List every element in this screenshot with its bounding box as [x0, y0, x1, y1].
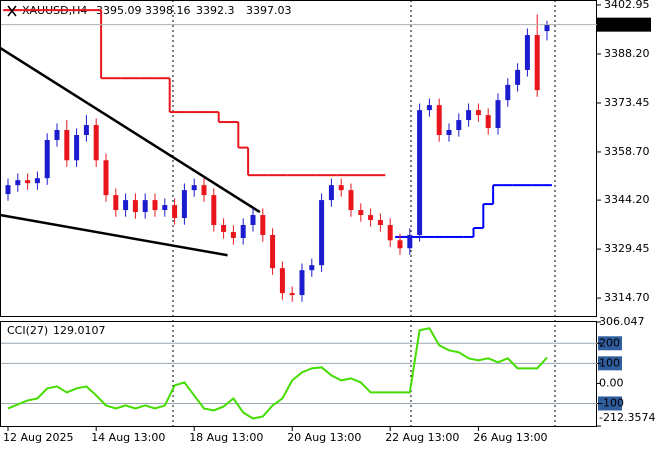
candle-body [172, 205, 178, 219]
cci-line [7, 327, 548, 420]
candle-body [495, 100, 501, 129]
x-tick-label: 18 Aug 13:00 [189, 431, 263, 444]
candle-body [25, 180, 31, 184]
candle-body [201, 185, 207, 196]
y-tick-label: 200 [599, 336, 620, 349]
candle-body [524, 35, 530, 70]
candle-body [279, 268, 285, 294]
candle-body [64, 130, 70, 161]
candle-body [191, 185, 197, 191]
y-tick-label: 0.00 [599, 376, 624, 389]
candle-body [436, 105, 442, 136]
candle-body [260, 215, 266, 235]
candle-body [230, 231, 236, 238]
low-value: 3392.3 [196, 4, 235, 17]
symbol-icon [7, 5, 17, 17]
candle-body [240, 225, 246, 238]
cci-panel [0, 321, 597, 427]
candle-body [348, 190, 354, 211]
candle-body [142, 200, 148, 213]
candle-body [377, 220, 383, 226]
x-tick-label: 22 Aug 13:00 [385, 431, 459, 444]
high-value: 3398.16 [145, 4, 191, 17]
candle-body [309, 265, 315, 271]
y-tick-label: 3314.70 [604, 291, 650, 304]
candle-body [113, 195, 119, 211]
y-tick-label: -100 [599, 396, 624, 409]
candle-body [485, 115, 491, 129]
price-panel [0, 0, 597, 317]
cci-value: 129.0107 [53, 324, 106, 337]
level-label-bg [598, 356, 622, 371]
y-tick-label: 3388.20 [604, 47, 650, 60]
candle-body [407, 234, 413, 249]
last-price-bg [597, 17, 651, 32]
candle-body [103, 160, 109, 196]
y-tick-label: 100 [599, 356, 620, 369]
candle-body [368, 215, 374, 221]
candle-body [74, 135, 80, 161]
level-label-bg [598, 336, 622, 351]
last-price-label: 3397.03 [600, 18, 646, 31]
trendline [0, 46, 261, 214]
candle-body [505, 84, 511, 101]
y-tick-label: -212.3574 [599, 411, 655, 424]
candle-body [15, 180, 21, 186]
candle-body [5, 185, 11, 195]
candle-body [162, 205, 168, 211]
candle-body [211, 195, 217, 226]
candle-body [417, 110, 423, 235]
candle-body [54, 130, 60, 140]
candle-body [466, 110, 472, 121]
candle-body [289, 293, 295, 296]
candle-body [34, 178, 40, 184]
candle-body [456, 120, 462, 131]
candle-body [123, 200, 129, 211]
candle-body [387, 225, 393, 241]
candle-body [132, 200, 138, 213]
close-value: 3397.03 [246, 4, 292, 17]
candle-body [181, 190, 187, 219]
candle-body [83, 125, 89, 136]
y-tick-label: 3329.45 [604, 242, 650, 255]
y-tick-label: 3344.20 [604, 193, 650, 206]
y-tick-label: 3358.70 [604, 145, 650, 158]
candle-body [446, 130, 452, 136]
candle-body [319, 200, 325, 266]
header: XAUUSD,H4 3395.09 3398.16 3392.3 3397.03… [7, 4, 292, 337]
candle-body [358, 210, 364, 216]
x-tick-label: 20 Aug 13:00 [287, 431, 361, 444]
candle-body [328, 185, 334, 201]
candle-body [544, 24, 550, 32]
candle-body [93, 125, 99, 161]
level-label-bg [598, 396, 622, 411]
candle-body [221, 225, 227, 232]
candle-body [44, 139, 50, 179]
candle-body [475, 110, 481, 116]
candle-body [426, 105, 432, 111]
candle-body [338, 185, 344, 191]
candle-body [299, 270, 305, 296]
trendline [0, 213, 228, 257]
cci-title: CCI(27) [7, 324, 48, 337]
candle-body [534, 35, 540, 91]
open-value: 3395.09 [96, 4, 142, 17]
candle-body [250, 215, 256, 226]
candle-body [397, 240, 403, 249]
x-tick-label: 14 Aug 13:00 [91, 431, 165, 444]
candle-body [515, 69, 521, 85]
y-tick-label: 3373.45 [604, 96, 650, 109]
y-tick-label: 306.047 [599, 315, 645, 328]
candle-body [152, 200, 158, 211]
x-tick-label: 12 Aug 2025 [3, 431, 73, 444]
candle-body [270, 234, 276, 269]
y-tick-label: 3402.95 [604, 0, 650, 11]
x-tick-label: 26 Aug 13:00 [473, 431, 547, 444]
